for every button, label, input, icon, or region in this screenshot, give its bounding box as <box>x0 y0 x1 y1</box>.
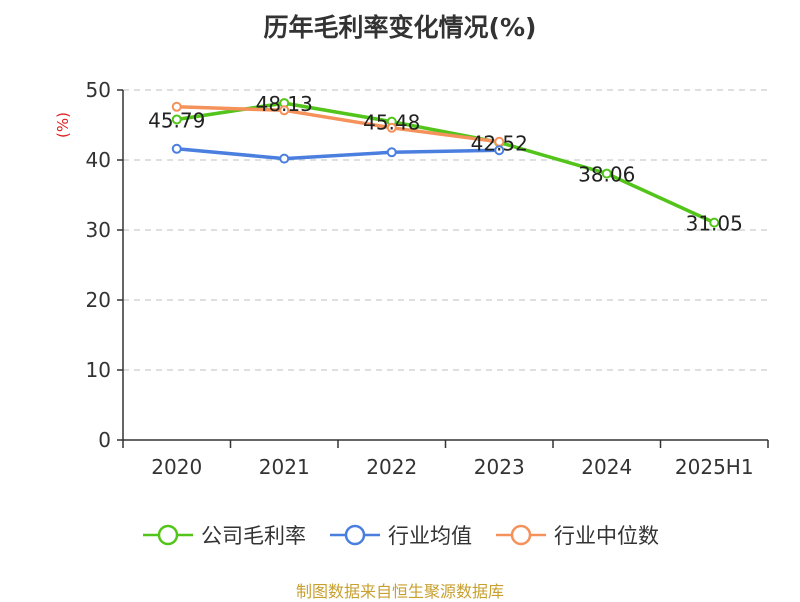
data-label: 48.13 <box>256 92 313 116</box>
x-tick-label: 2021 <box>259 455 310 479</box>
legend-item[interactable]: 行业均值 <box>328 520 472 550</box>
data-point <box>279 153 290 164</box>
data-point <box>601 168 612 179</box>
y-tick-label: 50 <box>86 78 111 102</box>
x-tick-label: 2023 <box>474 455 525 479</box>
legend: 公司毛利率 行业均值 行业中位数 <box>0 520 800 550</box>
data-point <box>709 217 720 228</box>
legend-label: 行业中位数 <box>554 524 659 548</box>
data-label: 45.48 <box>363 111 420 135</box>
data-labels: 45.79 48.13 45.48 42.52 38.06 31.05 <box>148 92 743 236</box>
x-tick-label: 2025H1 <box>675 455 754 479</box>
data-label: 42.52 <box>471 131 528 155</box>
legend-item[interactable]: 公司毛利率 <box>141 520 306 550</box>
data-point <box>171 143 182 154</box>
data-point <box>386 122 397 133</box>
y-tick-label: 20 <box>86 288 111 312</box>
series-line <box>176 105 500 144</box>
legend-label: 公司毛利率 <box>201 524 306 548</box>
data-point <box>386 147 397 158</box>
data-label: 31.05 <box>686 212 743 236</box>
data-point <box>171 101 182 112</box>
legend-line-marker-icon <box>496 524 546 546</box>
data-point <box>171 114 182 125</box>
y-tick-label: 40 <box>86 148 111 172</box>
y-tick-label: 30 <box>86 218 111 242</box>
series-line <box>176 101 715 225</box>
legend-label: 行业均值 <box>388 524 472 548</box>
y-tick-label: 0 <box>98 428 111 452</box>
legend-line-marker-icon <box>143 524 193 546</box>
grid-lines <box>123 89 768 371</box>
chart-title: 历年毛利率变化情况(%) <box>263 13 537 42</box>
x-tick-label: 2024 <box>581 455 632 479</box>
data-label: 45.79 <box>148 108 205 132</box>
y-unit-label: (%) <box>54 112 72 138</box>
series-line <box>176 147 500 161</box>
legend-line-marker-icon <box>330 524 380 546</box>
legend-item[interactable]: 行业中位数 <box>494 520 659 550</box>
source-note: 制图数据来自恒生聚源数据库 <box>295 582 504 601</box>
axes: 0 10 20 30 40 50 2020 2021 2022 2023 2024 2025H1 <box>86 78 769 479</box>
data-label: 38.06 <box>578 163 635 187</box>
y-tick-label: 10 <box>86 358 111 382</box>
x-tick-label: 2020 <box>151 455 202 479</box>
data-point <box>494 145 505 156</box>
series-layer <box>171 98 720 228</box>
x-tick-label: 2022 <box>366 455 417 479</box>
data-point <box>279 105 290 116</box>
